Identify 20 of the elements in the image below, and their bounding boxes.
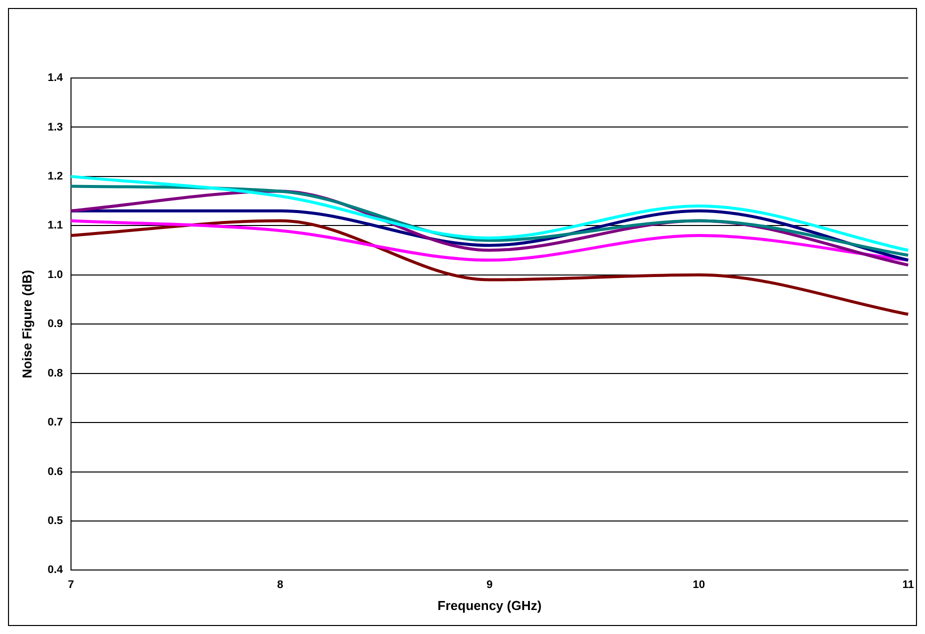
y-tick-label: 0.9 (48, 318, 63, 330)
y-tick-label: 1.2 (48, 170, 63, 182)
y-tick-label: 1.4 (48, 72, 64, 84)
x-tick-label: 9 (486, 578, 493, 591)
y-axis-title: Noise Figure (dB) (19, 270, 34, 378)
y-tick-label: 0.4 (48, 564, 64, 576)
y-tick-label: 0.5 (48, 515, 63, 528)
line-series (69, 219, 910, 316)
x-axis-title: Frequency (GHz) (438, 598, 542, 613)
y-tick-label: 0.7 (48, 416, 63, 429)
line-series (69, 174, 910, 252)
y-tick-label: 1.3 (48, 121, 63, 134)
y-tick-label: 0.6 (48, 466, 63, 478)
x-tick-label: 8 (277, 578, 284, 591)
x-tick-label: 10 (692, 578, 705, 591)
x-tick-label: 7 (68, 578, 74, 591)
y-tick-label: 0.8 (48, 367, 63, 380)
y-tick-label: 1.1 (48, 220, 63, 232)
y-tick-label: 1.0 (48, 268, 63, 281)
x-tick-label: 11 (902, 578, 914, 591)
